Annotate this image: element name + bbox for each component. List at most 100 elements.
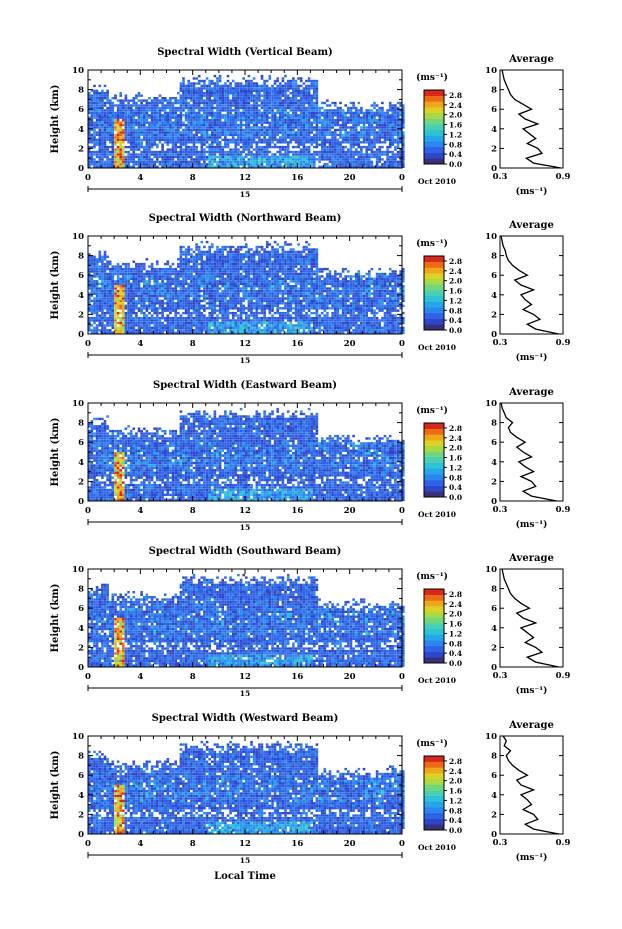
heatmap-cell — [221, 126, 224, 129]
heatmap-cell — [391, 165, 395, 168]
heatmap-cell — [273, 123, 277, 127]
heatmap-cell — [184, 321, 188, 325]
heatmap-cell — [200, 101, 204, 105]
heatmap-cell — [95, 104, 99, 107]
heatmap-cell — [148, 114, 151, 117]
heatmap-cell — [208, 307, 211, 310]
heatmap-cell — [169, 106, 172, 110]
heatmap-cell — [156, 275, 159, 278]
heatmap-cell — [203, 277, 206, 280]
heatmap-cell — [203, 319, 206, 322]
heatmap-cell — [150, 126, 154, 129]
heatmap-cell — [174, 282, 177, 285]
heatmap-cell — [224, 101, 227, 105]
heatmap-cell — [399, 109, 402, 112]
heatmap-cell — [386, 126, 389, 129]
heatmap-cell — [143, 165, 146, 168]
heatmap-cell — [190, 111, 193, 115]
heatmap-cell — [88, 119, 91, 122]
heatmap-cell — [229, 133, 232, 137]
heatmap-cell — [145, 280, 149, 283]
heatmap-cell — [184, 155, 188, 159]
heatmap-cell — [158, 111, 162, 115]
heatmap-cell — [213, 329, 217, 332]
heatmap-cell — [375, 141, 379, 144]
heatmap-cell — [247, 104, 251, 107]
heatmap-cell — [315, 89, 319, 92]
heatmap-cell — [135, 265, 138, 268]
heatmap-cell — [169, 265, 172, 268]
heatmap-cell — [302, 92, 306, 95]
heatmap-cell — [156, 116, 159, 119]
heatmap-cell — [129, 287, 133, 290]
heatmap-cell — [258, 141, 261, 144]
heatmap-cell — [313, 79, 316, 83]
heatmap-cell — [119, 145, 122, 149]
heatmap-cell — [357, 109, 361, 112]
heatmap-cell — [276, 92, 279, 95]
heatmap-cell — [284, 133, 287, 137]
heatmap-cell — [315, 79, 319, 83]
heatmap-cell — [349, 143, 353, 146]
heatmap-cell — [396, 111, 400, 115]
heatmap-cell — [163, 302, 167, 305]
heatmap-cell — [263, 160, 266, 164]
heatmap-cell — [263, 121, 266, 124]
heatmap-cell — [103, 111, 107, 115]
heatmap-cell — [101, 316, 104, 320]
heatmap-cell — [250, 165, 253, 168]
heatmap-cell — [90, 160, 94, 164]
heatmap-cell — [90, 153, 94, 156]
heatmap-cell — [221, 97, 224, 100]
heatmap-cell — [122, 280, 125, 283]
heatmap-cell — [205, 240, 209, 244]
heatmap-cell — [326, 155, 329, 159]
heatmap-cell — [292, 133, 295, 137]
heatmap-cell — [357, 143, 361, 146]
heatmap-cell — [224, 87, 227, 90]
heatmap-cell — [205, 326, 209, 329]
heatmap-cell — [179, 99, 183, 102]
heatmap-cell — [93, 109, 96, 112]
heatmap-cell — [132, 260, 136, 263]
heatmap-cell — [119, 116, 122, 119]
heatmap-cell — [156, 272, 159, 276]
heatmap-cell — [95, 106, 99, 110]
heatmap-cell — [108, 262, 112, 266]
heatmap-cell — [299, 114, 303, 117]
heatmap-cell — [140, 150, 143, 154]
heatmap-cell — [119, 106, 122, 110]
heatmap-cell — [88, 262, 91, 266]
heatmap-cell — [153, 319, 156, 322]
heatmap-cell — [255, 82, 259, 85]
heatmap-cell — [213, 253, 217, 256]
heatmap-cell — [326, 109, 329, 112]
heatmap-cell — [153, 324, 156, 327]
colorbar-segment — [424, 152, 444, 159]
heatmap-cell — [169, 307, 172, 310]
heatmap-cell — [190, 160, 193, 164]
heatmap-cell — [187, 82, 190, 85]
heatmap-cell — [135, 329, 138, 332]
heatmap-cell — [203, 99, 206, 102]
heatmap-cell — [106, 316, 109, 320]
heatmap-cell — [334, 160, 337, 164]
heatmap-cell — [216, 101, 219, 105]
heatmap-cell — [221, 160, 224, 164]
heatmap-cell — [299, 84, 303, 88]
heatmap-cell — [150, 314, 154, 317]
heatmap-cell — [352, 138, 355, 141]
heatmap-cell — [106, 92, 109, 95]
heatmap-cell — [307, 99, 311, 102]
heatmap-cell — [218, 136, 222, 139]
heatmap-cell — [145, 326, 149, 329]
heatmap-cell — [156, 302, 159, 305]
heatmap-cell — [200, 145, 204, 149]
heatmap-cell — [318, 119, 321, 122]
heatmap-cell — [166, 282, 170, 285]
heatmap-cell — [177, 292, 180, 295]
heatmap-cell — [368, 109, 371, 112]
heatmap-cell — [101, 138, 104, 141]
heatmap-cell — [174, 148, 177, 151]
heatmap-cell — [116, 289, 120, 293]
